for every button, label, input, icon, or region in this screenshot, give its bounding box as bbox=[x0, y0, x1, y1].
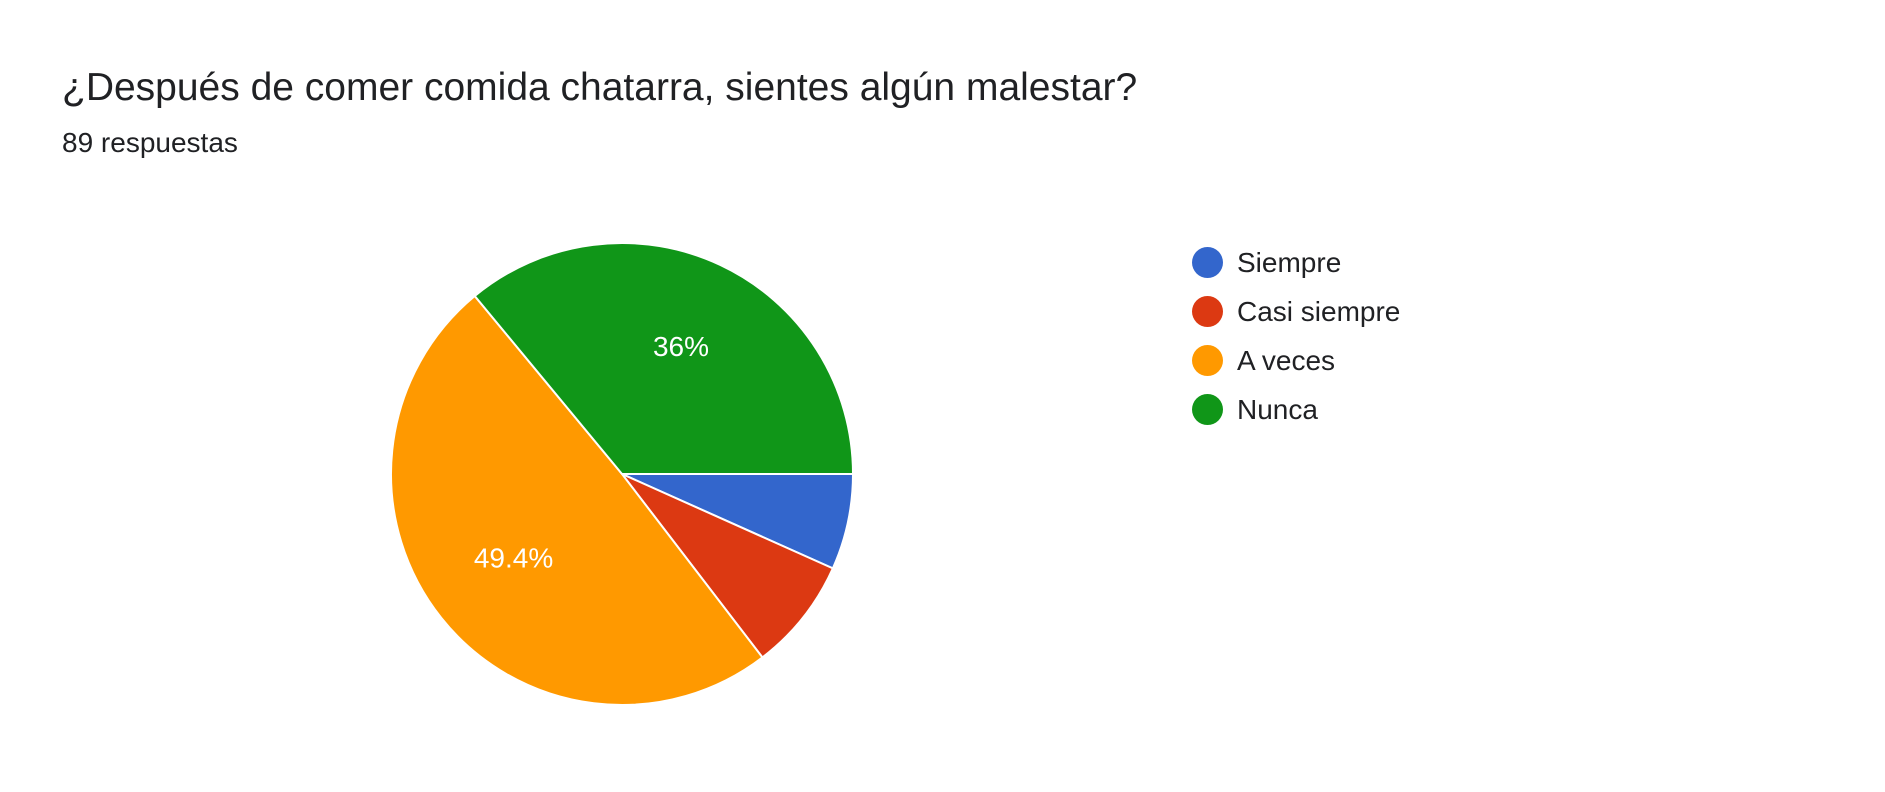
legend-swatch-a-veces bbox=[1192, 345, 1223, 376]
legend-item-siempre[interactable]: Siempre bbox=[1192, 238, 1400, 287]
chart-legend: Siempre Casi siempre A veces Nunca bbox=[1192, 238, 1400, 434]
slice-label-nunca: 36% bbox=[653, 331, 709, 362]
response-count: 89 respuestas bbox=[62, 127, 238, 158]
pie-slice-a-veces[interactable] bbox=[389, 294, 764, 707]
legend-item-a-veces[interactable]: A veces bbox=[1192, 336, 1400, 385]
legend-label-a-veces: A veces bbox=[1237, 344, 1336, 376]
legend-label-casi-siempre: Casi siempre bbox=[1237, 295, 1401, 327]
pie-slice-casi-siempre[interactable] bbox=[621, 473, 835, 659]
legend-swatch-siempre bbox=[1192, 247, 1223, 278]
legend-item-casi-siempre[interactable]: Casi siempre bbox=[1192, 287, 1400, 336]
slice-label-a-veces: 49.4% bbox=[474, 543, 553, 574]
legend-swatch-nunca bbox=[1192, 394, 1223, 425]
legend-swatch-casi-siempre bbox=[1192, 296, 1223, 327]
pie-slice-nunca[interactable] bbox=[473, 242, 855, 475]
legend-label-nunca: Nunca bbox=[1237, 393, 1318, 425]
chart-title: ¿Después de comer comida chatarra, sient… bbox=[62, 66, 1138, 109]
legend-item-nunca[interactable]: Nunca bbox=[1192, 385, 1400, 434]
legend-label-siempre: Siempre bbox=[1237, 246, 1342, 278]
